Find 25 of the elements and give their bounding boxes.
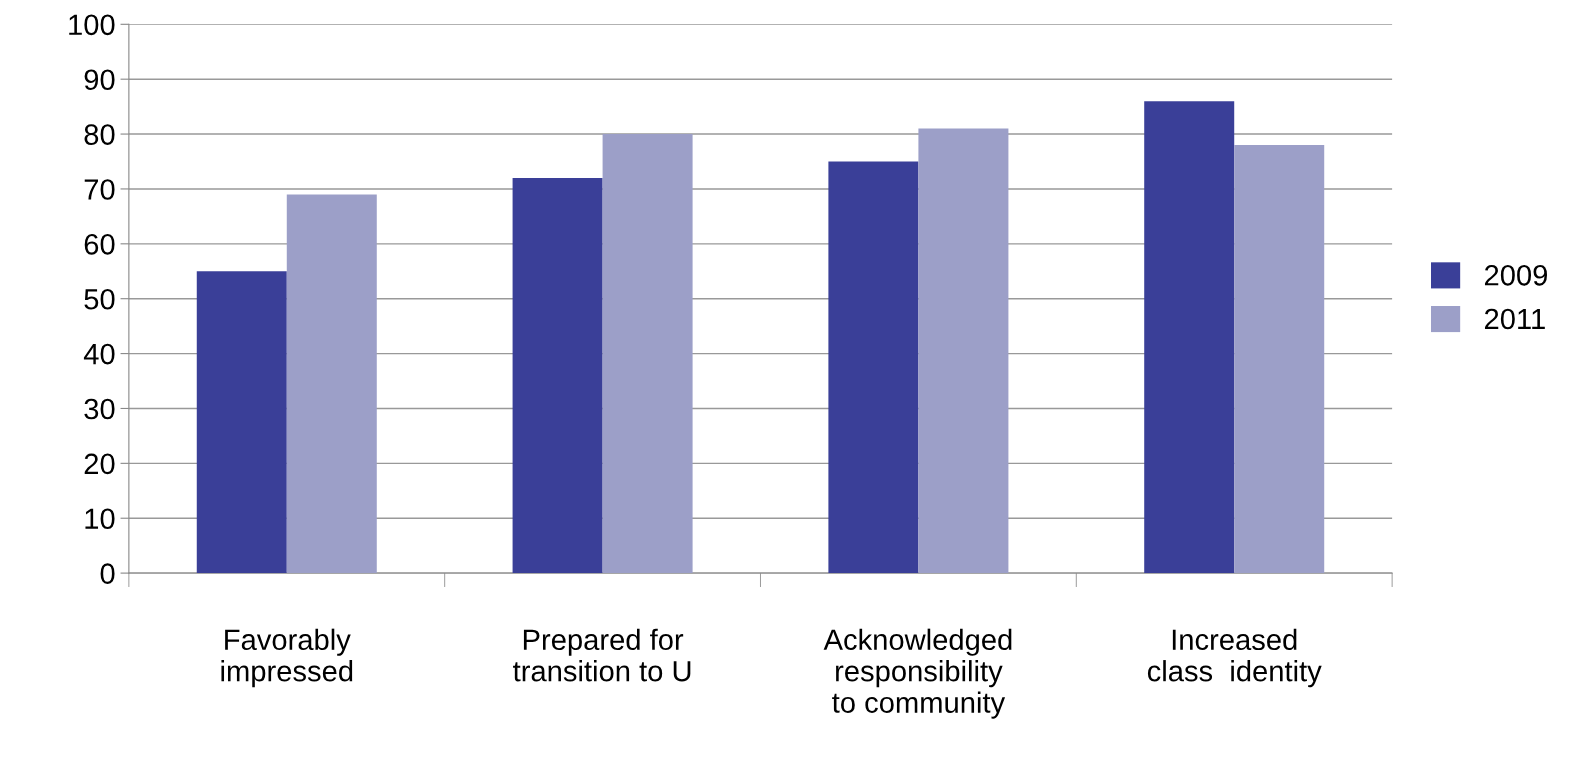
y-tick-label: 80 <box>84 124 115 145</box>
bar <box>1144 101 1235 574</box>
y-tick-label: 90 <box>84 69 115 91</box>
bar <box>512 177 603 574</box>
y-tick-label: 100 <box>69 14 115 36</box>
y-tick-label: 30 <box>84 398 115 420</box>
y-tick-label: 20 <box>84 453 115 475</box>
bar <box>196 271 287 574</box>
bar <box>1234 145 1325 574</box>
y-tick-label: 70 <box>84 179 115 200</box>
bar <box>286 194 377 574</box>
x-tick-label: Favorably impressed <box>221 628 353 688</box>
bar <box>918 128 1009 574</box>
bar <box>828 161 919 574</box>
legend-label: 2011 <box>1484 308 1545 330</box>
x-tick-label: Acknowledged responsibility to community <box>823 628 1012 719</box>
y-tick-label: 60 <box>84 234 115 255</box>
y-tick-label: 50 <box>84 288 115 310</box>
y-tick-label: 0 <box>100 563 115 584</box>
legend-label: 2009 <box>1484 264 1548 286</box>
y-tick-label: 40 <box>83 343 115 365</box>
x-tick-label: Increased class identity <box>1147 628 1322 688</box>
bar <box>602 134 693 574</box>
x-tick-label: Prepared for transition to U <box>513 628 691 682</box>
y-tick-label: 10 <box>85 508 115 530</box>
